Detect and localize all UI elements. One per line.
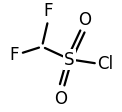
Text: Cl: Cl <box>97 55 113 73</box>
Text: F: F <box>44 2 53 20</box>
Text: S: S <box>64 51 75 69</box>
Text: O: O <box>78 11 91 28</box>
Text: O: O <box>55 89 67 107</box>
Text: F: F <box>9 46 19 63</box>
